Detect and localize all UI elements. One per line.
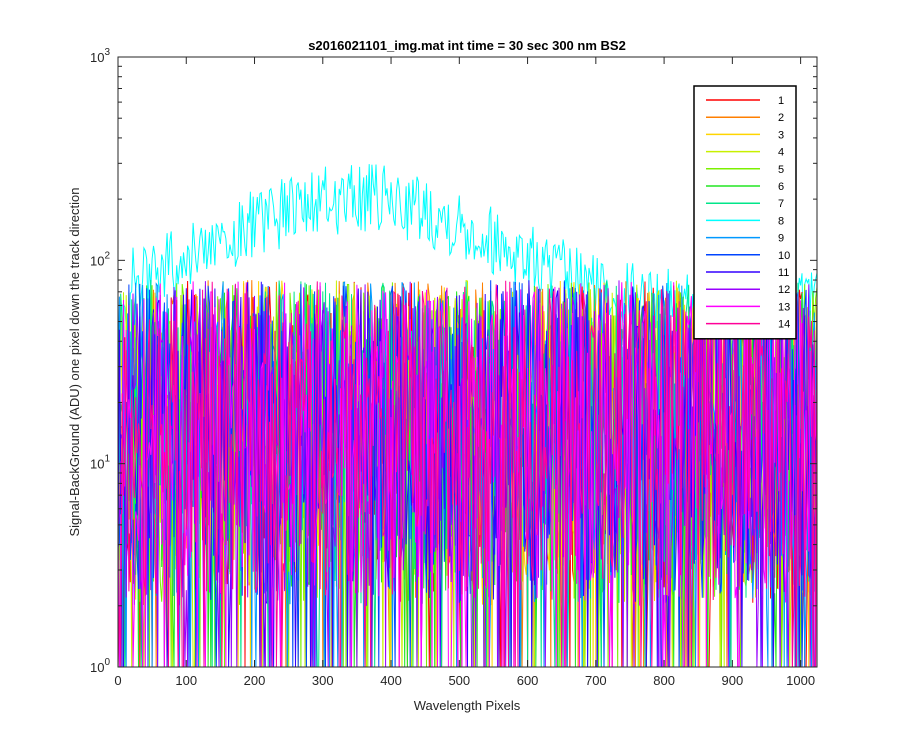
x-tick-label: 400	[380, 673, 402, 688]
y-tick-label: 100	[90, 657, 110, 675]
legend-label-4: 4	[778, 147, 784, 159]
legend-label-1: 1	[778, 95, 784, 107]
legend-box	[693, 85, 797, 340]
y-tick-base: 10	[90, 253, 104, 268]
x-tick-label: 500	[448, 673, 470, 688]
x-tick-label: 700	[585, 673, 607, 688]
x-tick-label: 0	[114, 673, 121, 688]
legend-label-12: 12	[778, 284, 790, 296]
legend-label-13: 13	[778, 301, 790, 313]
x-tick-label: 100	[175, 673, 197, 688]
y-tick-label: 103	[90, 47, 110, 65]
x-tick-label: 600	[517, 673, 539, 688]
chart-title: s2016021101_img.mat int time = 30 sec 30…	[308, 38, 626, 53]
legend-label-8: 8	[778, 215, 784, 227]
x-tick-label: 200	[244, 673, 266, 688]
y-axis-label: Signal-BackGround (ADU) one pixel down t…	[67, 187, 82, 536]
legend-label-9: 9	[778, 233, 784, 245]
y-tick-label: 101	[90, 454, 110, 472]
x-tick-label: 300	[312, 673, 334, 688]
legend-label-7: 7	[778, 198, 784, 210]
legend-label-6: 6	[778, 181, 784, 193]
y-tick-base: 10	[90, 660, 104, 675]
legend-label-3: 3	[778, 129, 784, 141]
x-axis-label: Wavelength Pixels	[414, 698, 521, 713]
y-tick-label: 102	[90, 250, 110, 268]
legend-label-14: 14	[778, 319, 790, 331]
axes-box	[117, 56, 818, 668]
x-axis: 0 100 200 300 400 500 600 700 800 900 1000	[114, 57, 815, 688]
series-line-12	[118, 280, 817, 667]
legend-label-10: 10	[778, 250, 790, 262]
x-tick-label: 900	[722, 673, 744, 688]
y-tick-exponent: 1	[104, 454, 110, 465]
x-tick-label: 800	[653, 673, 675, 688]
y-tick-exponent: 2	[104, 250, 110, 261]
y-tick-exponent: 3	[104, 47, 110, 58]
legend-label-5: 5	[778, 164, 784, 176]
legend-label-11: 11	[778, 267, 789, 279]
y-tick-exponent: 0	[104, 657, 110, 668]
y-tick-base: 10	[90, 457, 104, 472]
legend-label-2: 2	[778, 112, 784, 124]
x-tick-label: 1000	[786, 673, 815, 688]
y-tick-base: 10	[90, 50, 104, 65]
